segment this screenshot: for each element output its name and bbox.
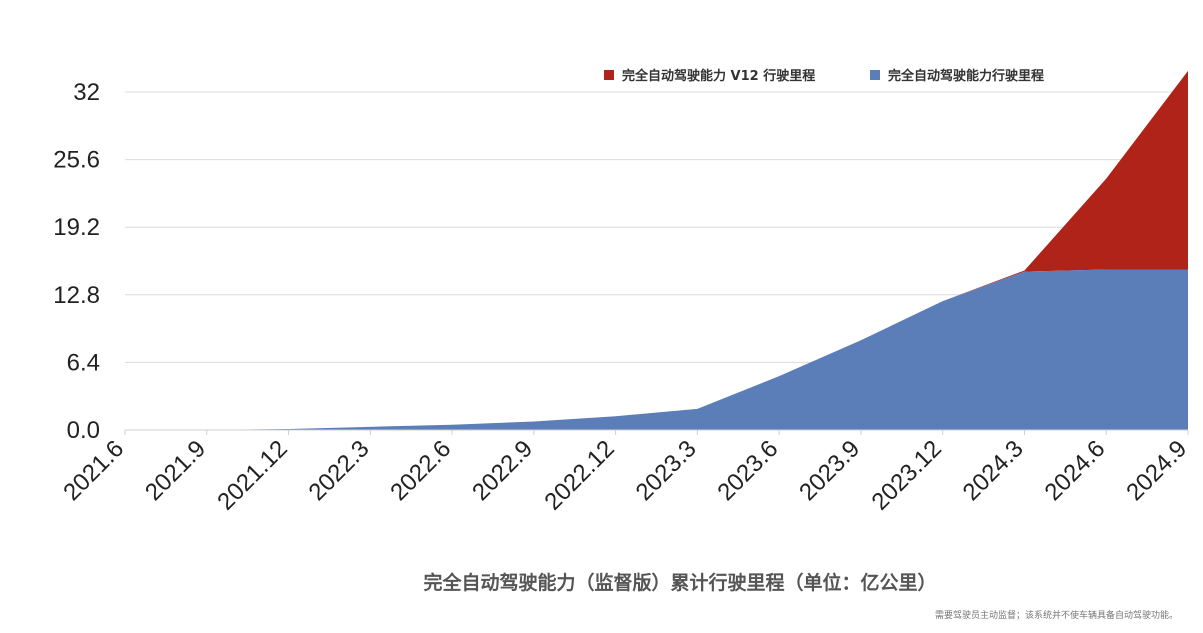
legend-swatch-v12 bbox=[604, 70, 614, 80]
chart-footnote: 需要驾驶员主动监督；该系统并不使车辆具备自动驾驶功能。 bbox=[935, 609, 1178, 621]
area-series bbox=[125, 70, 1188, 430]
y-tick-label: 6.4 bbox=[67, 349, 100, 376]
y-tick-label: 25.6 bbox=[53, 147, 100, 174]
x-tick-label: 2024.3 bbox=[958, 435, 1029, 506]
x-tick-label: 2023.12 bbox=[866, 435, 946, 515]
x-tick-label: 2021.12 bbox=[212, 435, 292, 515]
legend-label-fsd: 完全自动驾驶能力行驶里程 bbox=[888, 68, 1044, 84]
legend-swatch-fsd bbox=[870, 70, 880, 80]
y-tick-label: 0.0 bbox=[67, 417, 100, 444]
x-tick-label: 2024.6 bbox=[1039, 435, 1110, 506]
y-tick-label: 32 bbox=[73, 79, 100, 106]
x-tick-label: 2023.9 bbox=[794, 435, 865, 506]
y-tick-label: 19.2 bbox=[53, 214, 100, 241]
x-axis-ticks: 2021.6 2021.9 2021.12 2022.3 2022.6 2022.9 202… bbox=[58, 429, 1192, 516]
x-tick-label: 2021.9 bbox=[140, 435, 211, 506]
x-tick-label: 2022.6 bbox=[385, 435, 456, 506]
y-tick-label: 12.8 bbox=[53, 282, 100, 309]
legend-label-v12: 完全自动驾驶能力 V12 行驶里程 bbox=[622, 68, 815, 84]
x-tick-label: 2021.6 bbox=[58, 435, 129, 506]
x-tick-label: 2024.9 bbox=[1121, 435, 1192, 506]
x-tick-label: 2023.3 bbox=[631, 435, 702, 506]
x-tick-label: 2022.12 bbox=[539, 435, 619, 515]
x-tick-label: 2022.3 bbox=[304, 435, 375, 506]
x-tick-label: 2022.9 bbox=[467, 435, 538, 506]
y-axis-ticks: 0.0 6.4 12.8 19.2 25.6 32 bbox=[53, 79, 100, 444]
legend: 完全自动驾驶能力 V12 行驶里程 完全自动驾驶能力行驶里程 bbox=[604, 68, 1044, 84]
area-series-fsd bbox=[125, 269, 1188, 430]
chart-title: 完全自动驾驶能力（监督版）累计行驶里程（单位：亿公里） bbox=[423, 571, 936, 594]
x-tick-label: 2023.6 bbox=[712, 435, 783, 506]
